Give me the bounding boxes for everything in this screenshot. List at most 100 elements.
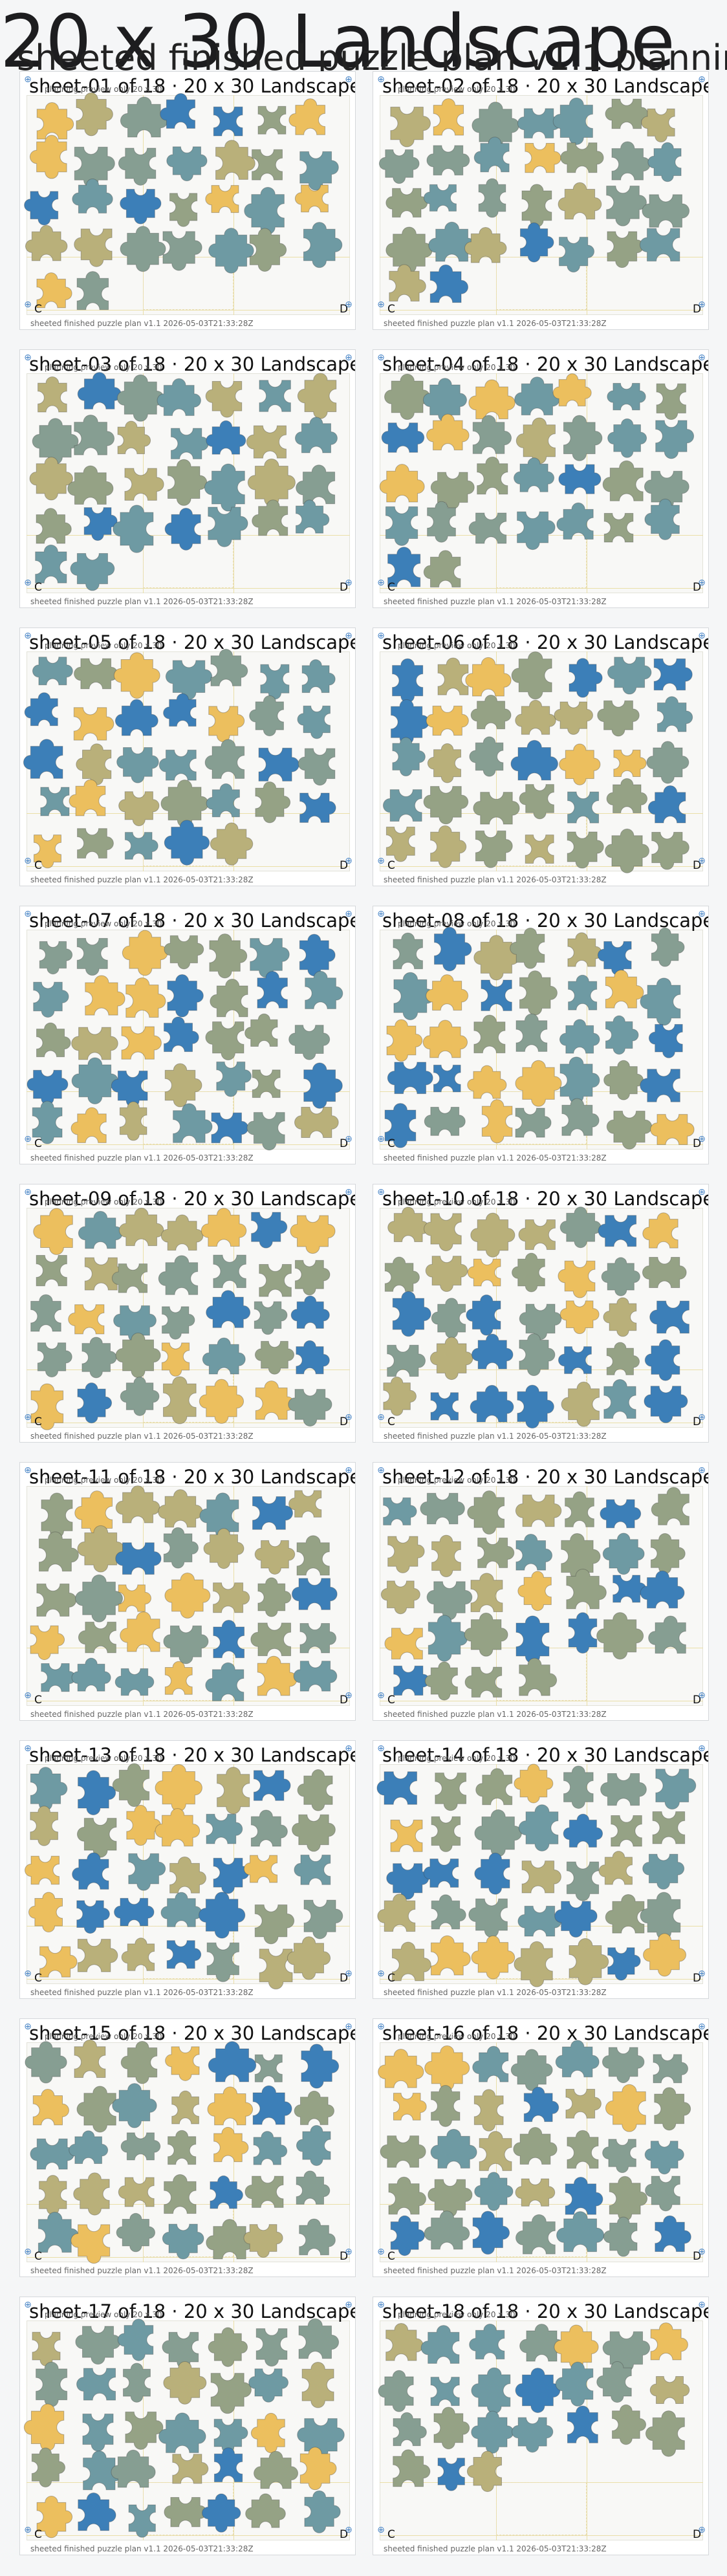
puzzle-piece bbox=[566, 1569, 607, 1610]
puzzle-piece bbox=[288, 98, 325, 135]
puzzle-piece bbox=[76, 271, 109, 311]
puzzle-piece bbox=[72, 1852, 109, 1890]
sheet-subcaption: planning preview only 20 x 30 bbox=[398, 2310, 515, 2319]
puzzle-pieces bbox=[20, 1463, 355, 1720]
puzzle-piece bbox=[393, 2412, 427, 2447]
corner-letter-left: C bbox=[387, 1137, 395, 1150]
puzzle-piece bbox=[120, 2040, 158, 2084]
puzzle-piece bbox=[559, 237, 595, 273]
puzzle-piece bbox=[296, 499, 330, 534]
puzzle-piece bbox=[433, 1064, 461, 1093]
puzzle-piece bbox=[639, 228, 680, 262]
puzzle-piece bbox=[602, 2331, 651, 2372]
registration-line bbox=[496, 1208, 497, 1428]
puzzle-piece bbox=[164, 2496, 207, 2527]
registration-mark-icon: ⊕ bbox=[377, 74, 385, 85]
puzzle-piece bbox=[257, 105, 287, 135]
corner-letter-left: C bbox=[387, 1415, 395, 1428]
puzzle-piece bbox=[299, 792, 336, 823]
puzzle-piece bbox=[201, 1208, 247, 1247]
puzzle-piece bbox=[650, 1114, 695, 1145]
registration-mark-icon: ⊕ bbox=[345, 2022, 353, 2032]
puzzle-piece bbox=[652, 1811, 686, 1844]
registration-line bbox=[380, 1144, 703, 1145]
puzzle-piece bbox=[605, 98, 649, 129]
registration-mark-icon: ⊕ bbox=[698, 2022, 706, 2032]
puzzle-piece bbox=[426, 145, 470, 176]
puzzle-piece bbox=[556, 2211, 605, 2253]
puzzle-piece bbox=[642, 1212, 678, 1249]
puzzle-piece bbox=[250, 2412, 285, 2454]
puzzle-piece bbox=[561, 1098, 600, 1136]
print-area-box bbox=[496, 257, 587, 310]
puzzle-piece bbox=[423, 786, 469, 825]
puzzle-piece bbox=[605, 1015, 639, 1055]
puzzle-piece bbox=[199, 1492, 239, 1539]
corner-letter-right: D bbox=[340, 1415, 349, 1428]
puzzle-piece bbox=[112, 1763, 150, 1807]
puzzle-piece bbox=[525, 143, 561, 173]
registration-line bbox=[496, 1486, 497, 1706]
registration-mark-icon: ⊕ bbox=[698, 578, 706, 588]
puzzle-piece bbox=[299, 1622, 337, 1654]
puzzle-piece bbox=[116, 747, 159, 783]
corner-letter-right: D bbox=[693, 303, 702, 316]
puzzle-piece bbox=[565, 2177, 603, 2215]
puzzle-piece bbox=[519, 784, 554, 820]
puzzle-piece bbox=[120, 96, 168, 138]
puzzle-piece bbox=[30, 1806, 58, 1846]
pieces-svg bbox=[30, 1207, 336, 1430]
puzzle-piece bbox=[25, 2041, 67, 2084]
puzzle-piece bbox=[472, 102, 519, 149]
registration-mark-icon: ⊕ bbox=[377, 2300, 385, 2310]
puzzle-piece bbox=[32, 2331, 61, 2366]
pieces-svg bbox=[25, 2039, 340, 2264]
puzzle-piece bbox=[512, 1252, 545, 1293]
puzzle-piece bbox=[649, 1300, 689, 1334]
puzzle-piece bbox=[254, 1301, 288, 1335]
puzzle-pieces bbox=[20, 1184, 355, 1442]
corner-letter-left: C bbox=[387, 859, 395, 872]
puzzle-piece bbox=[464, 226, 507, 263]
sheet-subcaption: planning preview only 20 x 30 bbox=[398, 919, 515, 928]
corner-letter-right: D bbox=[693, 1694, 702, 1707]
puzzle-piece bbox=[563, 1813, 603, 1848]
puzzle-piece bbox=[163, 1625, 209, 1665]
puzzle-piece bbox=[515, 1108, 552, 1138]
puzzle-piece bbox=[25, 224, 68, 261]
corner-letter-right: D bbox=[693, 1415, 702, 1428]
puzzle-piece bbox=[38, 2212, 79, 2253]
puzzle-pieces bbox=[20, 1741, 355, 1998]
puzzle-piece bbox=[567, 2405, 598, 2443]
registration-mark-icon: ⊕ bbox=[345, 1134, 353, 1144]
puzzle-piece bbox=[478, 178, 506, 218]
puzzle-piece bbox=[208, 507, 248, 547]
puzzle-piece bbox=[162, 1306, 195, 1340]
puzzle-piece bbox=[640, 1892, 681, 1940]
puzzle-piece bbox=[115, 1542, 162, 1575]
registration-line bbox=[380, 2535, 703, 2536]
puzzle-piece bbox=[646, 2410, 685, 2457]
puzzle-piece bbox=[255, 781, 291, 824]
puzzle-piece bbox=[514, 377, 560, 415]
puzzle-piece bbox=[510, 927, 545, 969]
puzzle-piece bbox=[304, 2490, 341, 2533]
pieces-svg bbox=[383, 651, 693, 873]
puzzle-pieces bbox=[20, 906, 355, 1164]
puzzle-piece bbox=[255, 1381, 295, 1420]
puzzle-piece bbox=[648, 1024, 683, 1058]
puzzle-piece bbox=[160, 780, 209, 828]
puzzle-piece bbox=[68, 1304, 105, 1335]
puzzle-piece bbox=[113, 1305, 157, 1342]
puzzle-piece bbox=[125, 2411, 164, 2450]
puzzle-piece bbox=[519, 222, 554, 263]
puzzle-piece bbox=[644, 498, 680, 540]
sheet-card: sheet-12 of 18 · 20 x 30 Landscape planni… bbox=[373, 1462, 709, 1721]
puzzle-piece bbox=[467, 1258, 501, 1287]
registration-mark-icon: ⊕ bbox=[377, 856, 385, 866]
puzzle-piece bbox=[294, 184, 329, 213]
puzzle-piece bbox=[383, 789, 422, 822]
puzzle-piece bbox=[258, 747, 299, 781]
puzzle-piece bbox=[74, 2039, 106, 2079]
registration-mark-icon: ⊕ bbox=[377, 300, 385, 310]
